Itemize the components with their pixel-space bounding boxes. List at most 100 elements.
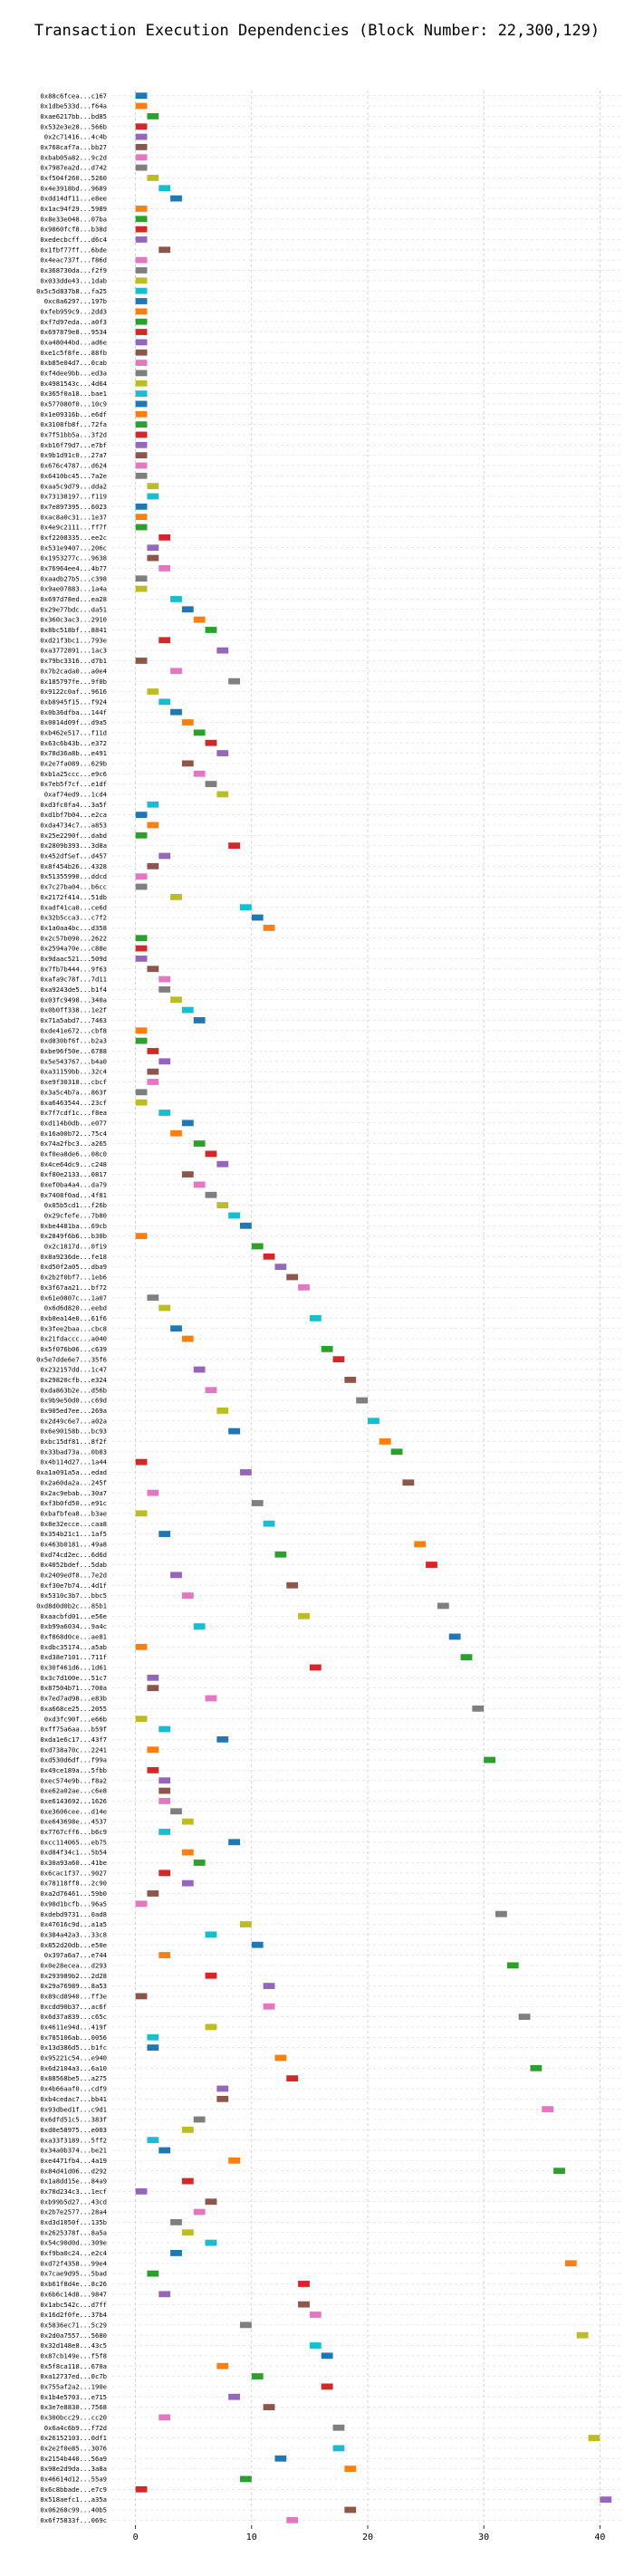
gantt-bar: [135, 329, 148, 335]
y-tick-label: 0x0e28ecea...d293: [40, 1961, 107, 1969]
y-tick-label: 0x8bc518bf...8841: [40, 626, 107, 634]
gantt-bar: [228, 842, 240, 850]
y-tick-label: 0x6f75833f...069c: [40, 2516, 107, 2524]
y-tick-label: 0x7f7cdf1c...f8ea: [40, 1109, 107, 1117]
gantt-bar: [135, 1037, 148, 1044]
gantt-bar: [135, 1027, 148, 1034]
gantt-bar: [228, 1212, 240, 1219]
y-tick-label: 0x4eac737f...f86d: [40, 256, 107, 264]
gantt-bar: [263, 1520, 275, 1527]
gantt-bar: [553, 2167, 565, 2175]
gantt-bar: [240, 1469, 252, 1475]
y-tick-label: 0xd3fc90f...e66b: [44, 1715, 107, 1723]
y-tick-label: 0xf30e7b74...4d1f: [40, 1581, 107, 1590]
gantt-bar: [437, 1602, 449, 1610]
y-tick-label: 0x87504b71...700a: [40, 1684, 107, 1692]
y-tick-label: 0xd84f34c1...5b54: [40, 1849, 107, 1857]
y-tick-label: 0xc8a6297...197b: [44, 297, 107, 305]
gantt-bar: [158, 1952, 171, 1958]
gantt-bar: [147, 822, 159, 829]
y-tick-label: 0x47616c9d...a1a5: [40, 1920, 107, 1928]
y-tick-label: 0x785106ab...0056: [40, 2033, 107, 2042]
y-tick-label: 0x29a76989...8a53: [40, 1982, 107, 1990]
gantt-bar: [344, 2506, 357, 2514]
gantt-bar: [147, 554, 159, 562]
y-tick-label: 0xf9ba0c24...e2c4: [40, 2249, 107, 2257]
gantt-bar: [495, 1910, 507, 1918]
y-tick-label: 0x2594a70e...c88e: [40, 945, 107, 953]
gantt-bar: [135, 883, 148, 890]
gantt-bar: [158, 2147, 171, 2154]
y-tick-label: 0xd0e58975...e003: [40, 2126, 107, 2134]
chart-title: Transaction Execution Dependencies (Bloc…: [34, 22, 600, 40]
gantt-bar: [147, 483, 159, 490]
y-tick-label: 0x4b66aaf0...cdf9: [40, 2085, 107, 2093]
gantt-bar: [460, 1654, 473, 1661]
gantt-bar: [158, 976, 171, 983]
y-tick-label: 0x61e0807c...1a07: [40, 1293, 107, 1302]
y-tick-label: 0xaf74ed9...1cd4: [44, 791, 107, 799]
y-tick-label: 0x7767cff6...b6c9: [40, 1828, 107, 1836]
gantt-bar: [135, 1099, 148, 1106]
y-tick-label: 0x384a42a3...33c8: [40, 1930, 107, 1938]
y-tick-label: 0xff75a6aa...b59f: [40, 1725, 107, 1734]
gantt-bar: [251, 2373, 264, 2379]
y-tick-label: 0x697879e8...9534: [40, 328, 107, 336]
y-tick-label: 0xdbc35174...a5ab: [40, 1643, 107, 1651]
gantt-bar: [205, 1972, 217, 1979]
y-axis: 0x88c6fcea...c167 0x1dbe533d...f64a0xae62…: [36, 91, 107, 2524]
gantt-bar: [147, 1079, 159, 1085]
y-tick-label: 0xd38e7101...711f: [40, 1653, 107, 1661]
y-tick-label: 0x78118ff8...2c90: [40, 1879, 107, 1888]
gantt-bar: [216, 791, 229, 798]
y-tick-label: 0xe643698e...4537: [40, 1818, 107, 1826]
y-tick-label: 0x6b6c14d8...9847: [40, 2290, 107, 2298]
gantt-bar: [193, 1017, 206, 1024]
y-tick-label: 0xa31159bb...32c4: [40, 1068, 107, 1076]
gantt-bar: [228, 1427, 240, 1435]
gantt-bar: [228, 1839, 240, 1846]
gantt-bar: [193, 1860, 206, 1866]
y-tick-label: 0xda863b2e...d56b: [40, 1386, 107, 1394]
gantt-bar: [158, 698, 171, 706]
gantt-bar: [135, 831, 148, 839]
y-tick-label: 0x852d20db...e50e: [40, 1941, 107, 1949]
gantt-bar: [135, 256, 148, 264]
y-tick-label: 0x6d6d820...eebd: [44, 1304, 107, 1312]
y-tick-label: 0xb4cedac7...bb41: [40, 2095, 107, 2103]
y-tick-label: 0x768caf7a...bb27: [40, 143, 107, 151]
gantt-bar: [135, 955, 148, 962]
y-tick-label: 0xb8945f15...f924: [40, 697, 107, 706]
y-tick-label: 0x30a93a60...41be: [40, 1859, 107, 1867]
y-tick-label: 0x49ce189a...5fbb: [40, 1766, 107, 1774]
y-tick-label: 0x4052bdef...5dab: [40, 1561, 107, 1569]
gantt-bar: [205, 2198, 217, 2206]
gantt-bar: [135, 133, 148, 140]
y-tick-label: 0x6c8bbade...e7c9: [40, 2485, 107, 2494]
x-axis: 0 10 20 30 40: [133, 2525, 605, 2542]
y-tick-label: 0x8a9236de...fe18: [40, 1253, 107, 1261]
gantt-bar: [147, 1766, 159, 1773]
y-tick-label: 0x26152103...0df1: [40, 2434, 107, 2442]
y-tick-label: 0x9122c0af...9616: [40, 687, 107, 696]
gantt-bar: [193, 770, 206, 777]
gantt-bar: [158, 564, 171, 572]
y-tick-label: 0xaa5c9d79...dda2: [40, 482, 107, 490]
gantt-bar: [286, 2075, 299, 2082]
gantt-bar: [588, 2435, 600, 2441]
y-tick-label: 0x06268c99...40b5: [40, 2506, 107, 2514]
x-tick-label: 10: [246, 2533, 257, 2542]
gantt-bar: [274, 2455, 287, 2462]
y-tick-label: 0xa668ce25...2055: [40, 1705, 107, 1713]
y-tick-label: 0x1b4e5703...e715: [40, 2393, 107, 2401]
gantt-bar: [147, 1746, 159, 1754]
y-tick-label: 0x34a0b374...be21: [40, 2147, 107, 2155]
y-tick-label: 0x354b21c1...1af5: [40, 1530, 107, 1538]
y-tick-label: 0x4e3918bd...9689: [40, 184, 107, 192]
gantt-bar: [147, 493, 159, 500]
gantt-bar: [181, 760, 194, 767]
y-tick-label: 0x7cae9d95...5bad: [40, 2270, 107, 2278]
gantt-bar: [263, 2404, 275, 2410]
gantt-bar: [135, 1458, 148, 1466]
